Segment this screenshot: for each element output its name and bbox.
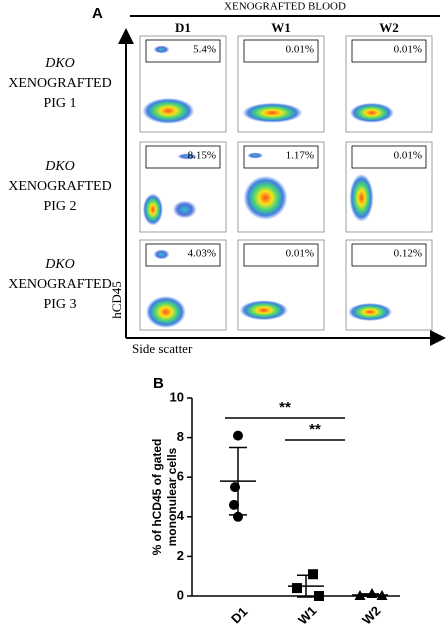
gate-percent: 1.17% — [286, 150, 314, 162]
event-cloud — [153, 45, 170, 54]
gate — [351, 243, 427, 267]
column-header: W1 — [271, 20, 291, 35]
event-cloud — [243, 175, 288, 220]
gate-percent: 0.01% — [286, 248, 314, 260]
significance-label: ** — [309, 421, 321, 438]
event-cloud — [172, 200, 197, 219]
gate-percent: 0.01% — [286, 44, 314, 56]
event-cloud — [247, 152, 264, 159]
row-label: XENOGRAFTED — [8, 179, 111, 194]
header: XENOGRAFTED BLOOD — [224, 1, 346, 13]
panel-label: B — [153, 375, 164, 392]
row-label: DKO — [44, 56, 75, 71]
gate — [351, 39, 427, 63]
x-tick-label: D1 — [228, 604, 250, 626]
significance-label: ** — [279, 399, 291, 416]
gate — [145, 39, 221, 63]
y-axis-label: hCD45 — [109, 281, 124, 319]
gate — [243, 243, 319, 267]
event-cloud — [348, 303, 393, 321]
event-cloud — [177, 153, 198, 160]
gate — [243, 39, 319, 63]
y-tick-label: 8 — [177, 429, 184, 444]
y-tick-label: 2 — [177, 548, 184, 563]
point — [233, 511, 243, 522]
x-axis-label: Side scatter — [132, 341, 193, 356]
panel-label: A — [92, 5, 103, 22]
point — [314, 591, 324, 601]
y-axis-label: mononulear cells — [165, 447, 179, 546]
gate — [243, 145, 319, 169]
x-tick-label: W2 — [359, 603, 383, 627]
point — [230, 482, 240, 493]
gate-percent: 0.01% — [394, 44, 422, 56]
gate — [145, 243, 221, 267]
event-cloud — [142, 193, 163, 226]
row-label: XENOGRAFTED — [8, 277, 111, 292]
event-cloud — [349, 102, 394, 123]
y-axis-label: % of hCD45 of gated — [150, 439, 164, 556]
row-label: PIG 3 — [43, 297, 76, 312]
point — [292, 583, 302, 594]
point — [308, 569, 318, 580]
x-tick-label: W1 — [295, 603, 319, 627]
point — [366, 588, 378, 599]
point — [233, 430, 243, 441]
y-tick-label: 10 — [170, 389, 184, 404]
column-header: D1 — [175, 20, 191, 35]
row-label: XENOGRAFTED — [8, 76, 111, 91]
gate — [351, 145, 427, 169]
column-header: W2 — [379, 20, 399, 35]
row-label: DKO — [44, 257, 75, 272]
gate-percent: 0.12% — [394, 248, 422, 260]
gate-percent: 4.03% — [188, 248, 216, 260]
event-cloud — [239, 300, 288, 321]
point — [354, 590, 366, 600]
event-cloud — [242, 102, 303, 123]
row-label: DKO — [44, 159, 75, 174]
event-cloud — [349, 173, 374, 222]
row-label: PIG 2 — [43, 199, 76, 214]
y-tick-label: 6 — [177, 469, 184, 484]
gate-percent: 5.4% — [193, 44, 216, 56]
point — [229, 499, 239, 510]
point — [376, 590, 388, 600]
row-label: PIG 1 — [43, 96, 76, 111]
gate-percent: 8.15% — [188, 150, 216, 162]
event-cloud — [153, 249, 170, 260]
gate — [145, 145, 221, 169]
event-cloud — [142, 97, 195, 124]
gate-percent: 0.01% — [394, 150, 422, 162]
y-tick-label: 4 — [177, 508, 185, 523]
y-tick-label: 0 — [177, 587, 184, 602]
event-cloud — [145, 296, 186, 328]
